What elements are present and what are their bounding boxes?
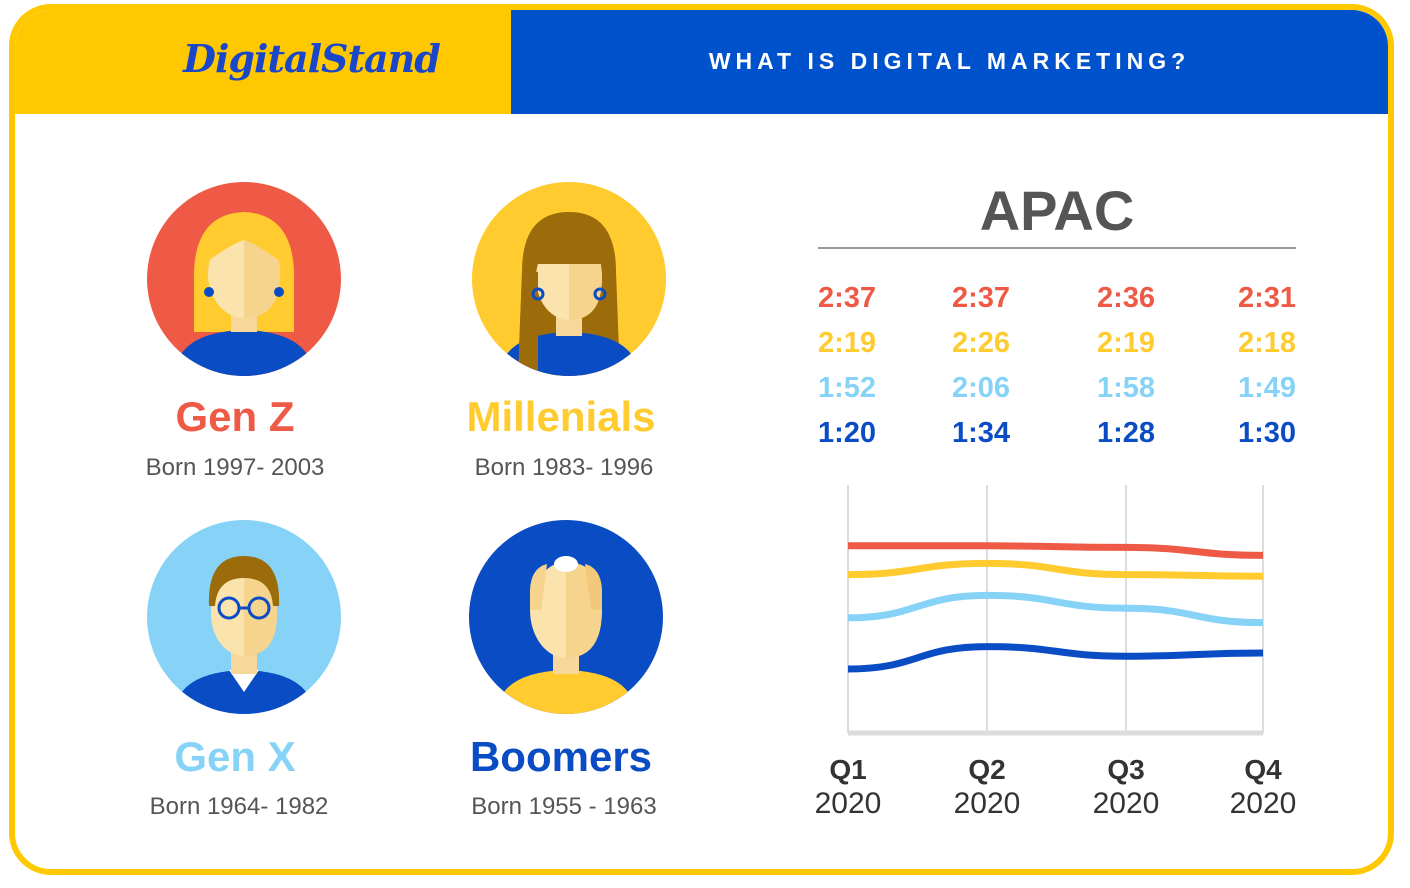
millenials-avatar [472, 182, 666, 376]
header-logo-panel: DigitalStand [15, 10, 511, 114]
x-tick-year-1: 2020 [814, 787, 882, 820]
millenials-born: Born 1983- 1996 [474, 454, 654, 481]
gen-x-avatar [147, 520, 341, 714]
x-tick-quarter-1: Q1 [829, 754, 867, 785]
data-label-gen-x-q3: 1:58 [1097, 372, 1156, 404]
chart-title: APAC [979, 179, 1135, 242]
x-tick-quarter-4: Q4 [1244, 754, 1282, 785]
data-label-boomers-q2: 1:34 [952, 417, 1011, 449]
data-label-millenials-q2: 2:26 [952, 327, 1011, 359]
header: DigitalStand WHAT IS DIGITAL MARKETING? [15, 10, 1388, 114]
data-label-gen-z-q2: 2:37 [952, 282, 1011, 314]
millenials-name: Millenials [466, 393, 656, 440]
title-divider [818, 247, 1296, 249]
header-title-panel: WHAT IS DIGITAL MARKETING? [511, 10, 1388, 114]
x-tick-quarter-2: Q2 [968, 754, 1006, 785]
gen-z-name: Gen Z [175, 393, 295, 440]
infographic-frame: DigitalStand WHAT IS DIGITAL MARKETING? [9, 4, 1394, 875]
gen-z-born: Born 1997- 2003 [145, 454, 325, 481]
x-tick-quarter-3: Q3 [1107, 754, 1145, 785]
gen-x-name: Gen X [174, 733, 296, 780]
data-label-gen-z-q1: 2:37 [818, 282, 877, 314]
data-label-gen-z-q4: 2:31 [1238, 282, 1297, 314]
data-label-gen-x-q2: 2:06 [952, 372, 1011, 404]
gen-z-avatar [147, 182, 341, 376]
data-label-boomers-q3: 1:28 [1097, 417, 1156, 449]
data-label-millenials-q3: 2:19 [1097, 327, 1156, 359]
page-title: WHAT IS DIGITAL MARKETING? [708, 48, 1191, 74]
digitalstand-logo[interactable]: DigitalStand [183, 36, 441, 81]
boomers-avatar [469, 520, 663, 714]
data-label-millenials-q4: 2:18 [1238, 327, 1297, 359]
data-label-gen-x-q1: 1:52 [818, 372, 877, 404]
boomers-born: Born 1955 - 1963 [471, 793, 657, 820]
data-label-boomers-q4: 1:30 [1238, 417, 1297, 449]
data-label-boomers-q1: 1:20 [818, 417, 877, 449]
boomers-name: Boomers [469, 733, 653, 780]
x-tick-year-4: 2020 [1229, 787, 1297, 820]
gen-x-born: Born 1964- 1982 [149, 793, 329, 820]
data-label-gen-x-q4: 1:49 [1238, 372, 1297, 404]
data-label-millenials-q1: 2:19 [818, 327, 877, 359]
x-tick-year-3: 2020 [1092, 787, 1160, 820]
x-tick-year-2: 2020 [953, 787, 1021, 820]
data-label-gen-z-q3: 2:36 [1097, 282, 1156, 314]
